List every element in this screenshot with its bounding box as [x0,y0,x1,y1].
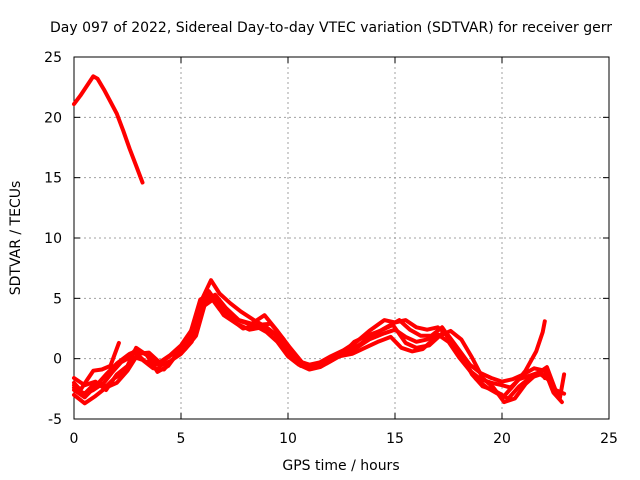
y-tick-label: 10 [44,231,62,247]
series-group [72,74,567,406]
y-tick-label: 15 [44,171,62,187]
x-tick-label: 20 [493,431,511,447]
y-tick-label: 5 [53,291,62,307]
gridlines [74,57,609,419]
tick-labels: 0 5 10 15 20 25 -5 0 5 10 15 20 25 [44,50,618,447]
series-line-track-7 [72,292,567,405]
x-tick-label: 5 [177,431,186,447]
y-tick-label: 25 [44,50,62,66]
x-tick-label: 25 [600,431,618,447]
x-axis-label: GPS time / hours [282,458,399,474]
x-tick-label: 0 [70,431,79,447]
y-tick-label: 20 [44,110,62,126]
series-line-track-1 [72,74,145,185]
series-line-track-3 [72,289,547,400]
chart-title: Day 097 of 2022, Sidereal Day-to-day VTE… [50,20,612,36]
series-line-track-6 [72,292,547,399]
x-tick-label: 10 [279,431,297,447]
y-tick-label: 0 [53,352,62,368]
y-axis-label: SDTVAR / TECUs [8,181,24,296]
axis-ticks [73,56,610,420]
y-tick-label: -5 [48,412,62,428]
x-tick-label: 15 [386,431,404,447]
